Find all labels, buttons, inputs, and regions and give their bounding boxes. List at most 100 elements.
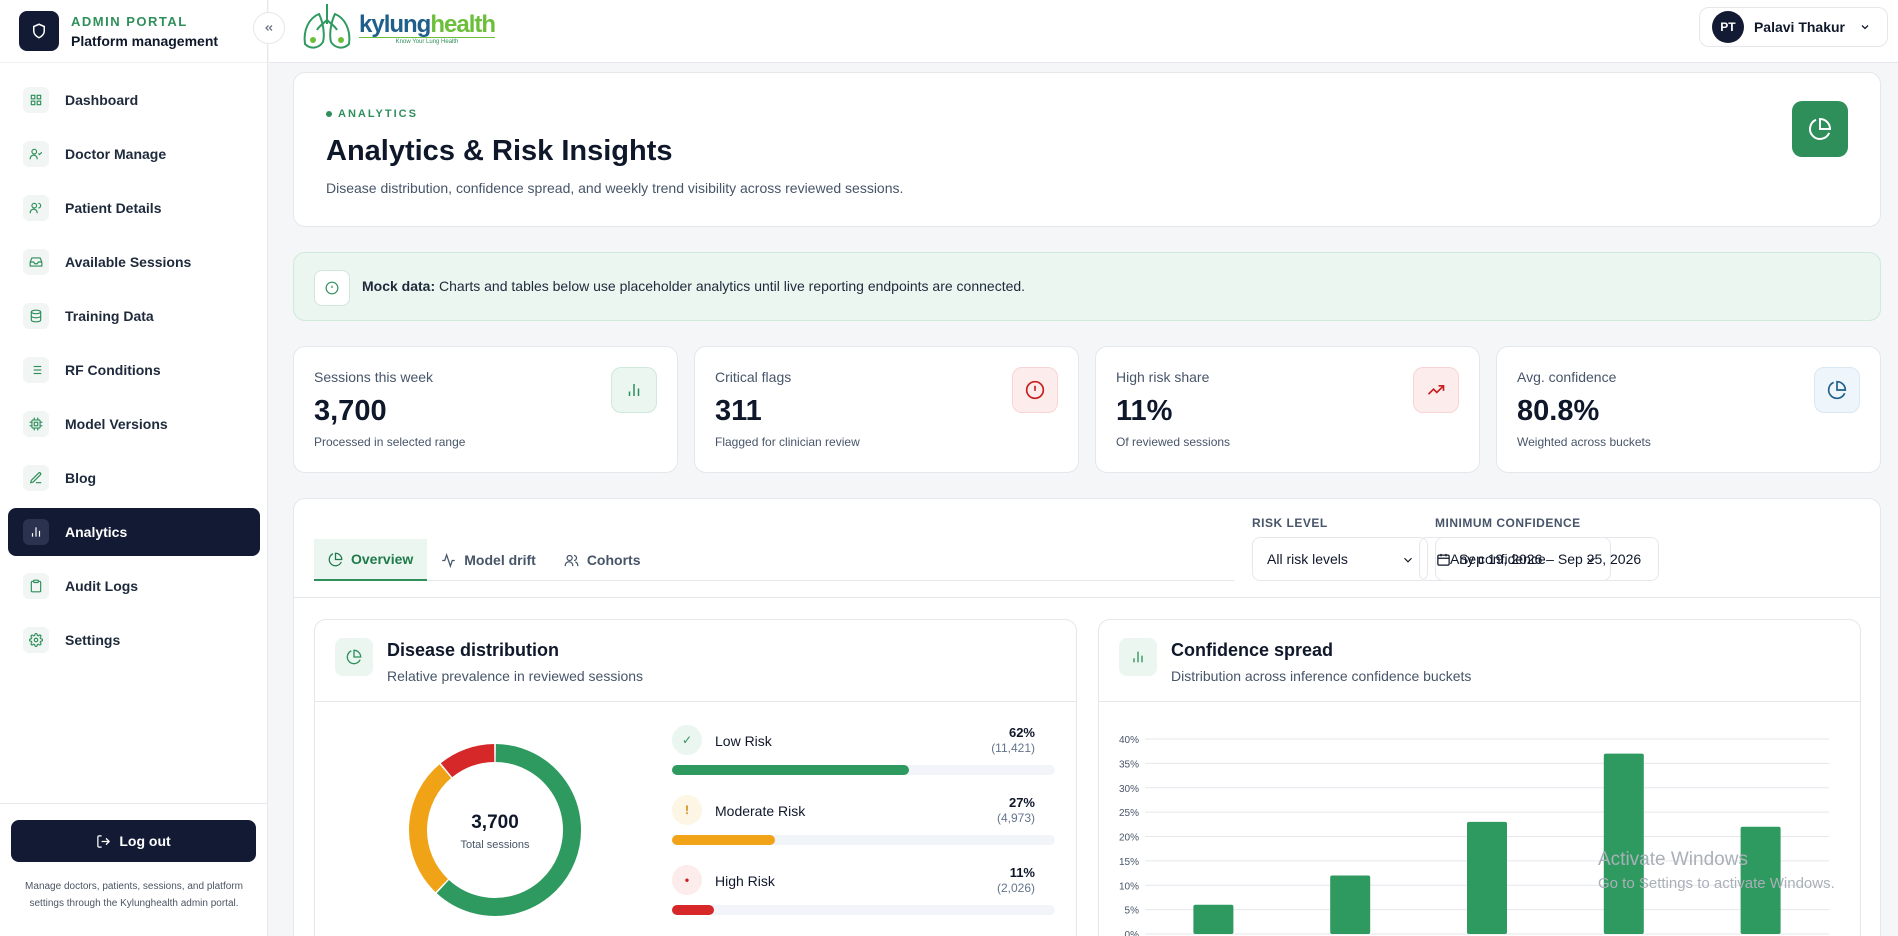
risk-name: Moderate Risk: [715, 803, 806, 819]
risk-donut-chart: 3,700 Total sessions: [409, 744, 581, 916]
tab-label: Overview: [351, 551, 414, 567]
chevrons-left-icon: [265, 25, 273, 31]
stat-value: 3,700: [314, 395, 387, 427]
brand-header: ADMIN PORTAL Platform management: [0, 0, 267, 63]
risk-progress-track: [672, 905, 1055, 915]
sidebar-item-training-data[interactable]: Training Data: [8, 292, 260, 340]
confidence-bar: [1603, 753, 1644, 934]
stat-value: 11%: [1116, 395, 1173, 427]
risk-count: (11,421): [991, 741, 1035, 755]
sidebar-item-patient-details[interactable]: Patient Details: [8, 184, 260, 232]
donut-total-value: 3,700: [471, 812, 519, 833]
date-range-value: Sep 19, 2026 – Sep 25, 2026: [1459, 551, 1642, 567]
sidebar-item-rf-conditions[interactable]: RF Conditions: [8, 346, 260, 394]
tab-cohorts[interactable]: Cohorts: [550, 539, 655, 581]
risk-legend-row: ✓ Low Risk 62% (11,421): [672, 725, 1055, 785]
confidence-bar: [1330, 875, 1371, 934]
sidebar-item-label: Dashboard: [65, 92, 139, 108]
sidebar-item-label: RF Conditions: [65, 362, 161, 378]
risk-percent: 62%: [1008, 725, 1035, 740]
card-header: Confidence spread Distribution across in…: [1099, 620, 1860, 702]
date-range-picker[interactable]: Sep 19, 2026 – Sep 25, 2026: [1419, 537, 1659, 581]
sidebar-footer: Log out Manage doctors, patients, sessio…: [0, 803, 268, 936]
sidebar-item-label: Doctor Manage: [65, 146, 167, 162]
logout-button[interactable]: Log out: [11, 820, 256, 862]
users-icon: [564, 554, 579, 566]
sidebar-item-dashboard[interactable]: Dashboard: [8, 76, 260, 124]
min-confidence-select[interactable]: Any confidence: [1435, 537, 1611, 581]
y-tick-label: 20%: [1119, 833, 1139, 844]
logo-word-k: kylung: [359, 11, 431, 38]
stat-card-critical: Critical flags 311 Flagged for clinician…: [694, 346, 1079, 473]
confidence-spread-card: Confidence spread Distribution across in…: [1098, 619, 1861, 936]
risk-percent: 11%: [1009, 865, 1035, 880]
y-tick-label: 35%: [1119, 759, 1139, 770]
confidence-bar: [1193, 904, 1234, 934]
card-title: Disease distribution: [387, 640, 560, 660]
page-header-card: ANALYTICS Analytics & Risk Insights Dise…: [293, 72, 1881, 227]
sidebar-nav: Dashboard Doctor Manage Patient Details Ava…: [8, 76, 260, 670]
sidebar-item-model-versions[interactable]: Model Versions: [8, 400, 260, 448]
confidence-bar-chart: 40% 35% 30% 25% 20% 15% 10% 5% 0%: [1119, 735, 1829, 936]
chevron-down-icon: [1861, 25, 1869, 30]
tab-model-drift[interactable]: Model drift: [427, 539, 550, 581]
clipboard-icon: [23, 573, 49, 599]
analytics-tabs: Overview Model drift Cohorts: [314, 539, 1234, 581]
user-menu-button[interactable]: PT Palavi Thakur: [1698, 7, 1888, 47]
donut-slice: [409, 764, 452, 893]
page-subtitle: Disease distribution, confidence spread,…: [326, 180, 904, 196]
tab-overview[interactable]: Overview: [314, 539, 428, 581]
stat-label: Sessions this week: [314, 369, 434, 385]
pie-chart-icon: [335, 638, 373, 676]
collapse-sidebar-button[interactable]: [253, 12, 285, 44]
info-icon: [314, 270, 350, 306]
sidebar-item-available-sessions[interactable]: Available Sessions: [8, 238, 260, 286]
sidebar-item-label: Settings: [65, 632, 121, 648]
analytics-panel: Overview Model drift Cohorts RISK LEVEL …: [293, 498, 1881, 936]
y-tick-label: 0%: [1125, 930, 1140, 936]
bar-chart-icon: [1119, 638, 1157, 676]
risk-level-label: RISK LEVEL: [1252, 516, 1328, 530]
kylunghealth-logo[interactable]: kylunghealth Know Your Lung Health: [297, 0, 496, 56]
user-check-icon: [23, 141, 49, 167]
sidebar-item-settings[interactable]: Settings: [8, 616, 260, 664]
bar-chart-icon: [611, 367, 657, 413]
sidebar-item-blog[interactable]: Blog: [8, 454, 260, 502]
risk-level-value: All risk levels: [1267, 551, 1348, 567]
stat-value: 80.8%: [1517, 395, 1600, 427]
risk-level-select[interactable]: All risk levels: [1252, 537, 1428, 581]
sidebar-item-doctor-manage[interactable]: Doctor Manage: [8, 130, 260, 178]
risk-name: High Risk: [715, 873, 775, 889]
stat-sub: Of reviewed sessions: [1116, 435, 1231, 449]
min-confidence-value: Any confidence: [1450, 551, 1546, 567]
sidebar-item-audit-logs[interactable]: Audit Logs: [8, 562, 260, 610]
min-confidence-label: MINIMUM CONFIDENCE: [1435, 516, 1581, 530]
risk-legend-row: • High Risk 11% (2,026): [672, 865, 1055, 925]
y-tick-label: 5%: [1125, 906, 1140, 917]
card-subtitle: Distribution across inference confidence…: [1171, 668, 1472, 684]
stat-label: Avg. confidence: [1517, 369, 1617, 385]
sidebar-item-analytics[interactable]: Analytics: [8, 508, 260, 556]
stat-sub: Flagged for clinician review: [715, 435, 860, 449]
stat-label: High risk share: [1116, 369, 1210, 385]
database-icon: [23, 303, 49, 329]
y-tick-label: 40%: [1119, 735, 1139, 746]
sidebar-item-label: Blog: [65, 470, 97, 486]
windows-watermark-title: Activate Windows: [1598, 849, 1748, 870]
topbar: kylunghealth Know Your Lung Health PT Pa…: [269, 0, 1898, 63]
risk-count: (4,973): [996, 811, 1035, 825]
grid-icon: [23, 87, 49, 113]
risk-progress-track: [672, 765, 1055, 775]
sidebar-item-label: Audit Logs: [65, 578, 139, 594]
card-header: Disease distribution Relative prevalence…: [315, 620, 1076, 702]
card-title: Confidence spread: [1171, 640, 1334, 660]
panel-divider: [294, 597, 1880, 598]
sidebar-item-label: Model Versions: [65, 416, 168, 432]
alert-circle-icon: [1012, 367, 1058, 413]
user-name: Palavi Thakur: [1753, 19, 1845, 35]
windows-watermark-subtitle: Go to Settings to activate Windows.: [1598, 875, 1835, 892]
avatar: PT: [1711, 11, 1744, 43]
chevron-down-icon: [1587, 557, 1595, 563]
stat-card-confidence: Avg. confidence 80.8% Weighted across bu…: [1496, 346, 1881, 473]
risk-badge-icon: •: [672, 865, 702, 895]
